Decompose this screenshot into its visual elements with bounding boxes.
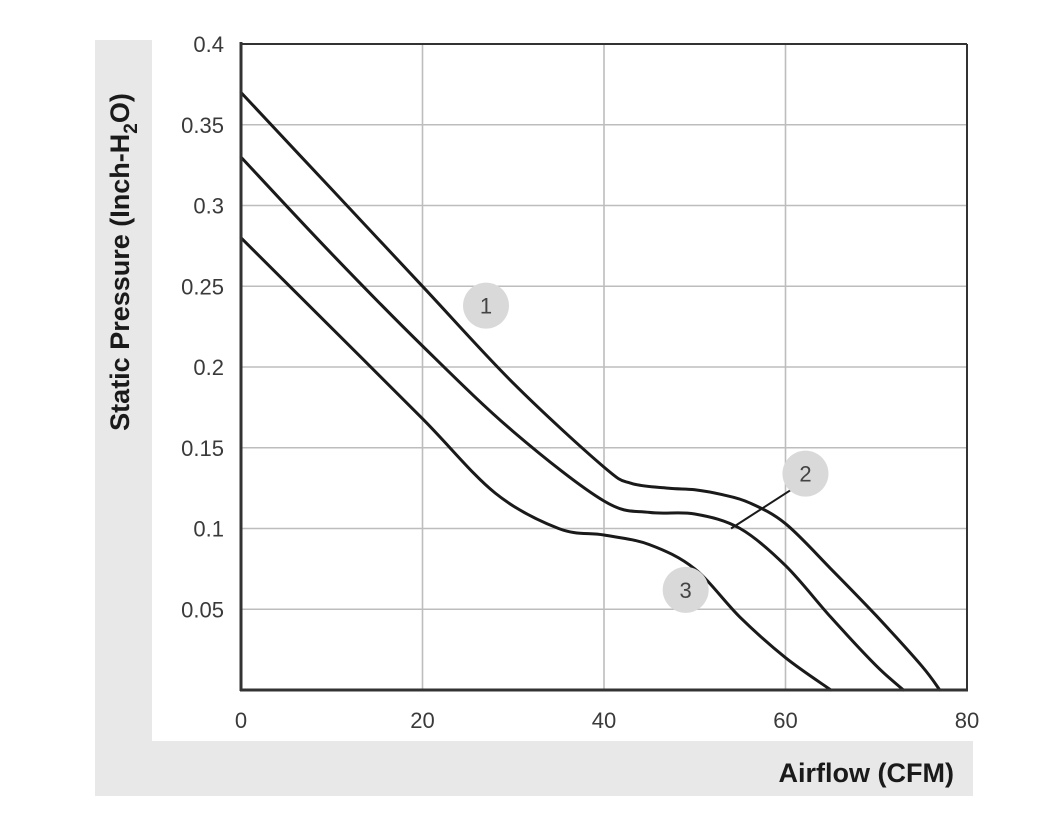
series-marker-circle: [662, 566, 709, 613]
series-marker-circle: [782, 450, 829, 497]
series-line-2: [239, 155, 905, 692]
y-tick-label: 0.35: [181, 113, 224, 138]
x-tick-label: 40: [592, 708, 616, 733]
y-tick-label: 0.2: [193, 355, 224, 380]
series-lines: [239, 91, 942, 692]
frame-panel-bottom: [95, 741, 973, 796]
y-tick-label: 0.1: [193, 517, 224, 542]
x-tick-labels: 0 20 40 60 80: [235, 708, 979, 733]
series-marker-circle: [463, 282, 510, 329]
series-line-3: [239, 236, 833, 692]
y-axis-title: Static Pressure (Inch-H2O): [105, 93, 142, 431]
x-tick-label: 0: [235, 708, 247, 733]
series-line-1: [239, 91, 942, 692]
y-tick-label: 0.3: [193, 194, 224, 219]
series-markers: 1 2 3: [463, 282, 829, 613]
y-axis-title-end: O): [105, 93, 135, 123]
frame-panel-left: [95, 40, 152, 796]
y-tick-label: 0.05: [181, 597, 224, 622]
y-axis-title-main: Static Pressure (Inch-H: [105, 134, 135, 431]
marker-leader-line: [730, 488, 793, 530]
x-axis-title: Airflow (CFM): [779, 758, 954, 788]
x-tick-label: 20: [410, 708, 434, 733]
y-axis-title-subscript: 2: [121, 123, 142, 134]
y-tick-label: 0.15: [181, 436, 224, 461]
y-tick-label: 0.4: [193, 32, 224, 57]
y-tick-label: 0.25: [181, 274, 224, 299]
series-marker-label: 2: [799, 462, 811, 487]
x-tick-label: 80: [955, 708, 979, 733]
y-tick-labels: 0.05 0.1 0.15 0.2 0.25 0.3 0.35 0.4: [181, 32, 224, 622]
series-marker-label: 1: [480, 294, 492, 319]
axes: [239, 42, 968, 692]
x-tick-label: 60: [773, 708, 797, 733]
series-marker-label: 3: [680, 578, 692, 603]
